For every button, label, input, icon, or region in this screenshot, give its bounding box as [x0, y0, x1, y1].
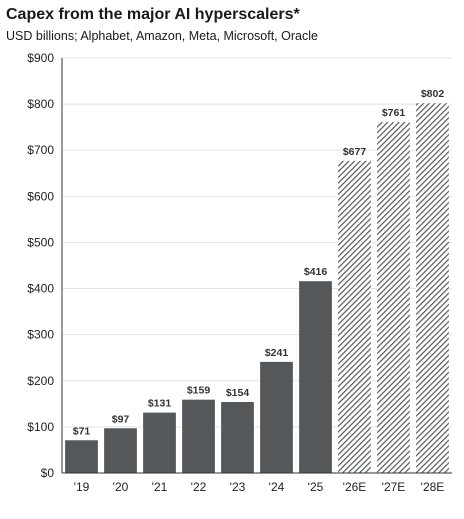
bar [182, 399, 215, 473]
x-tick-label: '24 [269, 480, 285, 494]
data-label: $677 [343, 146, 367, 158]
bar [104, 428, 137, 473]
bar [221, 401, 254, 473]
y-tick-label: $400 [27, 282, 54, 296]
x-tick-label: '26E [343, 480, 367, 494]
y-tick-label: $800 [27, 97, 54, 111]
data-label: $802 [421, 88, 445, 100]
y-tick-label: $100 [27, 420, 54, 434]
y-tick-label: $300 [27, 328, 54, 342]
x-tick-label: '20 [113, 480, 129, 494]
y-tick-label: $500 [27, 235, 54, 249]
bar [143, 412, 176, 473]
data-label: $131 [148, 398, 172, 410]
chart-subtitle: USD billions; Alphabet, Amazon, Meta, Mi… [6, 29, 318, 43]
data-label: $97 [112, 413, 130, 425]
x-tick-label: '21 [152, 480, 168, 494]
axes: $0 $100 $200 $300 $400 $500 $600 $700 $800 $900 '1… [27, 51, 452, 494]
y-tick-label: $200 [27, 374, 54, 388]
x-tick-label: '19 [74, 480, 90, 494]
data-label: $71 [73, 425, 91, 437]
data-label: $154 [226, 387, 250, 399]
y-tick-label: $900 [27, 51, 54, 65]
data-label: $241 [265, 347, 289, 359]
x-tick-label: '23 [230, 480, 246, 494]
data-labels: $71 $97 $131 $159 $154 $241 $416 $677 $761 $802 [73, 88, 445, 437]
x-tick-label: '25 [308, 480, 324, 494]
bar [260, 361, 293, 473]
data-label: $416 [304, 266, 328, 278]
chart-title: Capex from the major AI hyperscalers* [6, 6, 300, 23]
data-label: $159 [187, 385, 211, 397]
bar [65, 440, 98, 473]
bar-estimate [338, 160, 371, 474]
x-tick-label: '27E [382, 480, 406, 494]
y-tick-label: $0 [41, 466, 55, 480]
x-tick-label: '28E [421, 480, 445, 494]
bar-estimate [377, 122, 410, 473]
x-tick-label: '22 [191, 480, 207, 494]
bar [299, 281, 332, 473]
data-label: $761 [382, 107, 406, 119]
bars [65, 103, 449, 474]
y-tick-label: $700 [27, 143, 54, 157]
bar-estimate [416, 103, 449, 473]
y-tick-label: $600 [27, 189, 54, 203]
